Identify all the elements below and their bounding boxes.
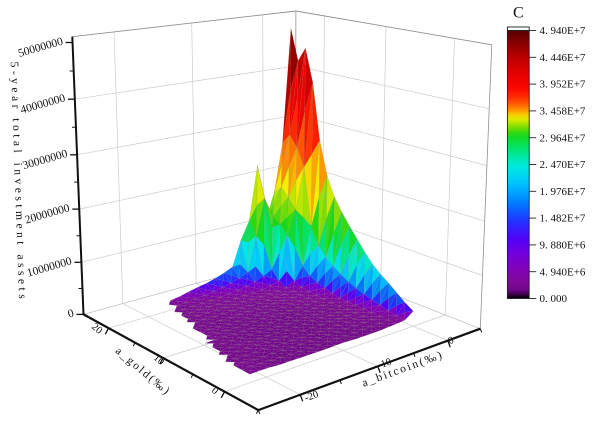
svg-text:3. 458E+7: 3. 458E+7 (540, 106, 586, 118)
svg-text:4. 446E+7: 4. 446E+7 (540, 52, 586, 64)
svg-text:3. 952E+7: 3. 952E+7 (540, 79, 586, 91)
svg-text:0: 0 (66, 307, 75, 320)
svg-text:0: 0 (447, 335, 456, 347)
svg-text:4. 940E+6: 4. 940E+6 (540, 266, 586, 278)
svg-text:-20: -20 (303, 389, 320, 404)
svg-text:4. 940E+7: 4. 940E+7 (540, 25, 586, 37)
svg-text:C: C (513, 5, 524, 22)
svg-text:1. 482E+7: 1. 482E+7 (540, 213, 586, 225)
svg-text:2. 470E+7: 2. 470E+7 (540, 159, 586, 171)
svg-text:2. 964E+7: 2. 964E+7 (540, 132, 586, 144)
svg-text:0: 0 (209, 385, 220, 397)
svg-text:-10: -10 (376, 357, 393, 372)
svg-text:1. 976E+7: 1. 976E+7 (540, 186, 586, 198)
svg-text:9. 880E+6: 9. 880E+6 (540, 240, 586, 252)
svg-text:0. 000: 0. 000 (540, 293, 568, 305)
